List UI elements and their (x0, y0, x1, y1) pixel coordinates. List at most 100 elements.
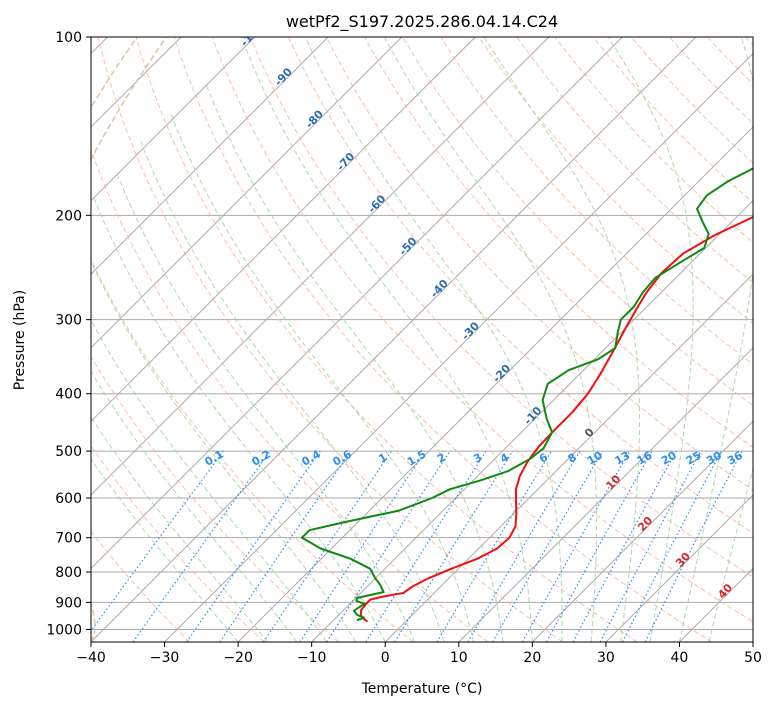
isotherm-label: -40 (428, 277, 451, 301)
dry-adiabat-line (91, 148, 489, 642)
moist-adiabat-line (241, 37, 533, 642)
moist-adiabat-line (170, 114, 474, 642)
isotherm-line (679, 567, 753, 642)
dry-adiabat-line (326, 37, 753, 491)
dry-adiabat-line (478, 37, 753, 324)
mixing-ratio-lines (91, 450, 743, 642)
dry-adiabat-lines (91, 37, 753, 642)
isotherm-label: -30 (459, 319, 482, 343)
dry-adiabat-line (669, 37, 753, 125)
x-tick-label: 30 (597, 650, 615, 666)
dry-adiabat-line (707, 37, 753, 85)
dry-adiabat-line (97, 37, 563, 642)
isotherm-label: -50 (397, 234, 420, 258)
isotherm-label: -10 (521, 404, 544, 428)
isotherm-label: 40 (715, 581, 735, 601)
moist-adiabat-line (116, 173, 416, 642)
moist-adiabat-line (483, 37, 641, 642)
y-tick-label: 300 (55, 313, 82, 329)
dry-adiabat-line (135, 37, 638, 642)
dry-adiabat-line (745, 37, 753, 46)
y-tick-label: 900 (55, 595, 82, 611)
y-axis-label: Pressure (hPa) (12, 290, 28, 390)
moist-adiabat-line (91, 370, 298, 642)
mixing-ratio-line (219, 450, 352, 642)
y-tick-label: 200 (55, 208, 82, 224)
dry-adiabat-line (592, 37, 753, 204)
mixing-ratio-line (572, 450, 677, 642)
isotherm-line (91, 37, 550, 496)
isotherm-line (91, 37, 329, 275)
isotherm-label: 0 (582, 425, 597, 440)
isotherm-lines (91, 37, 753, 642)
isotherm-label: -70 (334, 150, 357, 174)
isotherm-line (752, 641, 753, 642)
isotherm-label: 30 (673, 550, 693, 570)
x-tick-label: −20 (223, 650, 253, 666)
isotherm-line (91, 37, 476, 423)
isotherm-line (91, 37, 256, 202)
line-labels: 0.1 0.2 0.4 0.6 1 1.5 2 3 4 6 8 10 13 16 20 25 30 36-100-… (203, 37, 746, 601)
isotherm-label: 20 (635, 514, 655, 534)
dewpoint-line (301, 167, 753, 622)
mixing-ratio-line (546, 450, 653, 642)
plot-frame (90, 36, 754, 643)
isotherm-line (531, 420, 753, 642)
x-tick-label: 20 (523, 650, 541, 666)
x-tick-label: 40 (671, 650, 689, 666)
mixing-ratio-line (91, 450, 224, 632)
dry-adiabat-line (91, 258, 414, 642)
mixing-ratio-line (521, 450, 631, 642)
moist-adiabat-line (205, 83, 504, 642)
isotherm-label: -80 (303, 107, 326, 131)
dry-adiabat-line (516, 37, 753, 284)
y-tick-label: 500 (55, 444, 82, 460)
dry-adiabat-line (554, 37, 753, 244)
x-axis-ticks: −40 −30 −20 −10 0 10 20 30 40 50 (76, 642, 762, 666)
mixing-ratio-line (299, 450, 426, 642)
moist-adiabat-line (91, 260, 357, 642)
dry-adiabat-line (173, 37, 713, 642)
moist-adiabat-line (304, 37, 563, 642)
y-axis-ticks: 100 200 300 400 500 600 700 800 900 1000 (46, 30, 91, 638)
dry-adiabat-line (91, 445, 265, 642)
isotherm-line (605, 494, 753, 642)
mixing-ratio-label: 4 (498, 450, 511, 465)
mixing-ratio-line (186, 450, 321, 642)
y-tick-label: 1000 (46, 622, 82, 638)
dry-adiabat-line (91, 355, 340, 642)
y-tick-label: 100 (55, 30, 82, 46)
moist-adiabat-lines (91, 37, 753, 642)
profile-series (301, 167, 753, 623)
y-tick-label: 400 (55, 387, 82, 403)
dry-adiabat-line (440, 37, 753, 365)
dry-adiabat-line (402, 37, 753, 407)
isotherm-label: -60 (365, 192, 388, 216)
isotherm-line (91, 37, 403, 349)
mixing-ratio-line (326, 450, 451, 642)
chart-title: wetPf2_S197.2025.286.04.14.C24 (286, 12, 558, 32)
y-tick-label: 600 (55, 491, 82, 507)
x-tick-label: 0 (381, 650, 390, 666)
moist-adiabat-line (708, 466, 753, 642)
temperature-line (359, 215, 753, 623)
moist-adiabat-line (91, 416, 268, 642)
isotherm-line (164, 52, 753, 642)
pressure-gridlines (91, 37, 753, 630)
x-tick-label: 50 (744, 650, 762, 666)
x-tick-label: −30 (150, 650, 180, 666)
mixing-ratio-line (262, 450, 392, 642)
dry-adiabat-line (364, 37, 753, 449)
mixing-ratio-label: 8 (566, 451, 579, 466)
x-axis-label: Temperature (°C) (361, 681, 483, 697)
x-tick-label: −40 (76, 650, 106, 666)
isotherm-label: -20 (490, 362, 513, 386)
x-tick-label: 10 (450, 650, 468, 666)
mixing-ratio-line (132, 450, 271, 642)
moist-adiabat-line (140, 141, 445, 642)
isotherm-label: 10 (603, 472, 623, 492)
mixing-ratio-line (644, 450, 743, 642)
isotherm-label: -90 (272, 65, 295, 89)
isotherm-line (384, 273, 753, 642)
